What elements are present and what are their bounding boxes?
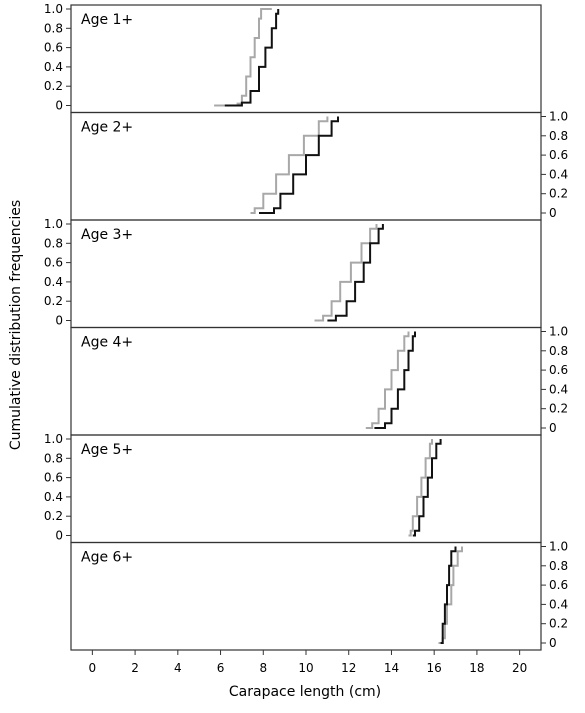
y-tick-label: 0.8 (44, 21, 63, 35)
y-tick-label: 1.0 (44, 217, 63, 231)
series-grey-line (408, 439, 433, 537)
series-grey-line (214, 8, 272, 107)
y-tick-label: 0.8 (44, 236, 63, 250)
panel-age-1: Age 1+ 0 0.2 0.4 0.6 0.8 1.0 (44, 2, 542, 114)
panel-frame (70, 434, 542, 544)
panel-frame (70, 4, 542, 114)
chart-panels: Age 1+ 0 0.2 0.4 0.6 0.8 1.0 Age 2+ 0 0.2 0.4 0.6 0.… (44, 2, 568, 651)
panel-age-4: Age 4+ 0 0.2 0.4 0.6 0.8 1.0 (70, 325, 568, 436)
panel-label: Age 5+ (81, 442, 133, 458)
y-tick-label: 0.4 (549, 597, 568, 611)
series-grey-line (250, 116, 329, 214)
y-tick-label: 0 (549, 636, 557, 650)
x-tick-label: 14 (384, 661, 399, 675)
y-tick-label: 0.6 (549, 148, 568, 162)
series-black-line (224, 9, 280, 107)
y-tick-label: 0.6 (549, 578, 568, 592)
series-grey-line (365, 331, 410, 429)
y-tick-label: 0.2 (549, 187, 568, 201)
y-tick-label: 0.8 (549, 559, 568, 573)
y-tick-label: 1.0 (549, 325, 568, 339)
y-tick-label: 0.2 (44, 509, 63, 523)
y-tick-label: 0.4 (549, 382, 568, 396)
y-tick-label: 0.8 (44, 451, 63, 465)
x-tick-label: 20 (512, 661, 527, 675)
panel-age-2: Age 2+ 0 0.2 0.4 0.6 0.8 1.0 (70, 110, 568, 221)
y-tick-label: 0.4 (44, 275, 63, 289)
y-tick-label: 0.8 (549, 129, 568, 143)
series-black-line (440, 546, 457, 644)
panel-frame (70, 326, 542, 436)
y-tick-label: 0.2 (44, 79, 63, 93)
x-tick-label: 12 (341, 661, 356, 675)
panel-label: Age 6+ (81, 550, 133, 566)
y-tick-label: 0.6 (549, 363, 568, 377)
x-tick-label: 2 (131, 661, 139, 675)
y-tick-label: 1.0 (549, 540, 568, 554)
y-tick-label: 0.6 (44, 256, 63, 270)
x-tick-label: 0 (89, 661, 97, 675)
y-tick-label: 0.2 (44, 294, 63, 308)
series-black-line (412, 439, 442, 537)
panel-age-5: Age 5+ 0 0.2 0.4 0.6 0.8 1.0 (44, 432, 542, 544)
y-tick-label: 0 (55, 529, 63, 543)
series-black-line (327, 224, 384, 322)
series-grey-line (314, 224, 378, 322)
y-tick-label: 0.4 (44, 60, 63, 74)
x-tick-label: 10 (298, 661, 313, 675)
y-tick-label: 0 (549, 206, 557, 220)
x-tick-label: 16 (427, 661, 442, 675)
x-axis-title: Carapace length (cm) (229, 684, 381, 700)
y-tick-label: 0.2 (549, 402, 568, 416)
y-tick-label: 0.2 (549, 617, 568, 631)
x-tick-label: 6 (217, 661, 225, 675)
y-axis-title: Cumulative distribution frequencies (8, 200, 24, 450)
panel-age-3: Age 3+ 0 0.2 0.4 0.6 0.8 1.0 (44, 217, 542, 329)
panel-age-6: Age 6+ 0 0.2 0.4 0.6 0.8 1.0 (70, 540, 568, 651)
y-tick-label: 1.0 (44, 2, 63, 16)
x-axis: 0 2 4 6 8 10 12 14 16 18 20 (89, 650, 527, 675)
y-tick-label: 0.4 (44, 490, 63, 504)
panel-frame (70, 219, 542, 329)
y-tick-label: 0.8 (549, 344, 568, 358)
series-black-line (259, 116, 339, 214)
y-tick-label: 1.0 (44, 432, 63, 446)
panel-label: Age 4+ (81, 335, 133, 351)
y-tick-label: 1.0 (549, 110, 568, 124)
y-tick-label: 0 (549, 421, 557, 435)
y-tick-label: 0 (55, 99, 63, 113)
panel-label: Age 2+ (81, 120, 133, 136)
y-tick-label: 0 (55, 314, 63, 328)
panel-label: Age 1+ (81, 12, 133, 28)
y-tick-label: 0.6 (44, 41, 63, 55)
y-tick-label: 0.6 (44, 471, 63, 485)
panel-label: Age 3+ (81, 227, 133, 243)
x-tick-label: 18 (469, 661, 484, 675)
panel-frame (70, 541, 542, 651)
series-black-line (374, 331, 416, 429)
x-tick-label: 8 (259, 661, 267, 675)
y-tick-label: 0.4 (549, 167, 568, 181)
x-tick-label: 4 (174, 661, 182, 675)
